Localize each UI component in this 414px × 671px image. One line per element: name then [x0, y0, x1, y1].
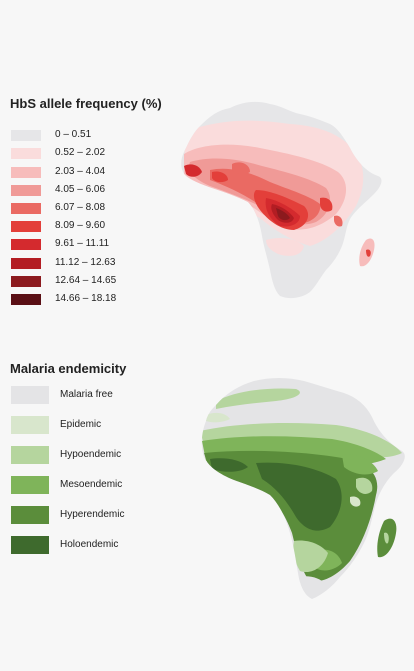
legend-swatch — [11, 239, 41, 250]
legend-label: 11.12 – 12.63 — [55, 257, 116, 268]
legend-label: Mesoendemic — [60, 479, 123, 490]
legend-swatch — [11, 148, 41, 159]
malaria-africa-map — [201, 378, 405, 599]
legend-label: 12.64 – 14.65 — [55, 275, 117, 286]
hbs-panel: HbS allele frequency (%) 0 – 0.51 0.52 –… — [0, 0, 414, 335]
legend-label: 0 – 0.51 — [55, 129, 92, 140]
legend-swatch — [11, 416, 49, 434]
hbs-title: HbS allele frequency (%) — [10, 96, 162, 111]
legend-swatch — [11, 506, 49, 524]
legend-swatch — [11, 386, 49, 404]
legend-label: 2.03 – 4.04 — [55, 166, 106, 177]
legend-label: Hypoendemic — [60, 449, 122, 460]
legend-swatch — [11, 536, 49, 554]
legend-label: Hyperendemic — [60, 509, 125, 520]
legend-label: 6.07 – 8.08 — [55, 202, 106, 213]
malaria-title: Malaria endemicity — [10, 361, 127, 376]
legend-swatch — [11, 185, 41, 196]
legend-label: 14.66 – 18.18 — [55, 293, 117, 304]
legend-swatch — [11, 221, 41, 232]
legend-swatch — [11, 476, 49, 494]
legend-swatch — [11, 276, 41, 287]
legend-swatch — [11, 130, 41, 141]
legend-label: 8.09 – 9.60 — [55, 220, 106, 231]
legend-label: Epidemic — [60, 419, 102, 430]
legend-swatch — [11, 294, 41, 305]
legend-label: 0.52 – 2.02 — [55, 147, 106, 158]
legend-swatch — [11, 446, 49, 464]
legend-label: 9.61 – 11.11 — [55, 238, 110, 249]
legend-swatch — [11, 203, 41, 214]
legend-label: Holoendemic — [60, 539, 119, 550]
legend-swatch — [11, 258, 41, 269]
legend-label: Malaria free — [60, 389, 113, 400]
malaria-panel: Malaria endemicity Malaria free Epidemic… — [0, 335, 414, 671]
legend-swatch — [11, 167, 41, 178]
hbs-africa-map — [181, 101, 382, 299]
legend-label: 4.05 – 6.06 — [55, 184, 106, 195]
